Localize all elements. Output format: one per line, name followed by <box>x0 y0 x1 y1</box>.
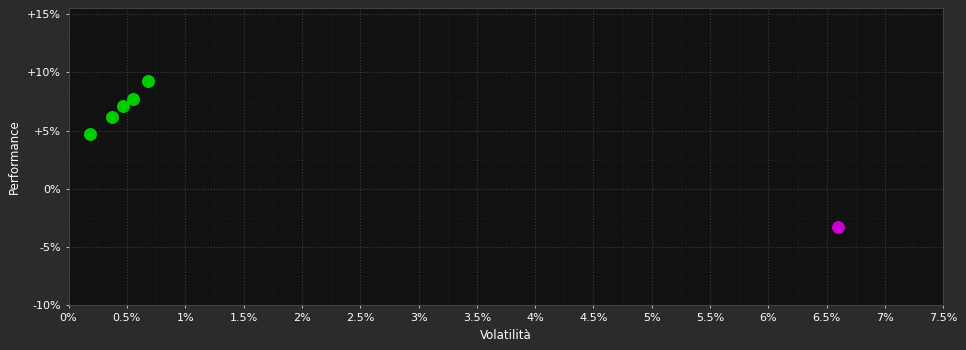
Point <box>140 78 156 83</box>
Y-axis label: Performance: Performance <box>9 120 21 194</box>
Point <box>104 114 120 119</box>
Point <box>82 131 98 137</box>
Point <box>125 96 140 102</box>
Point <box>831 225 846 230</box>
Point <box>116 103 131 109</box>
X-axis label: Volatilità: Volatilità <box>480 329 532 342</box>
